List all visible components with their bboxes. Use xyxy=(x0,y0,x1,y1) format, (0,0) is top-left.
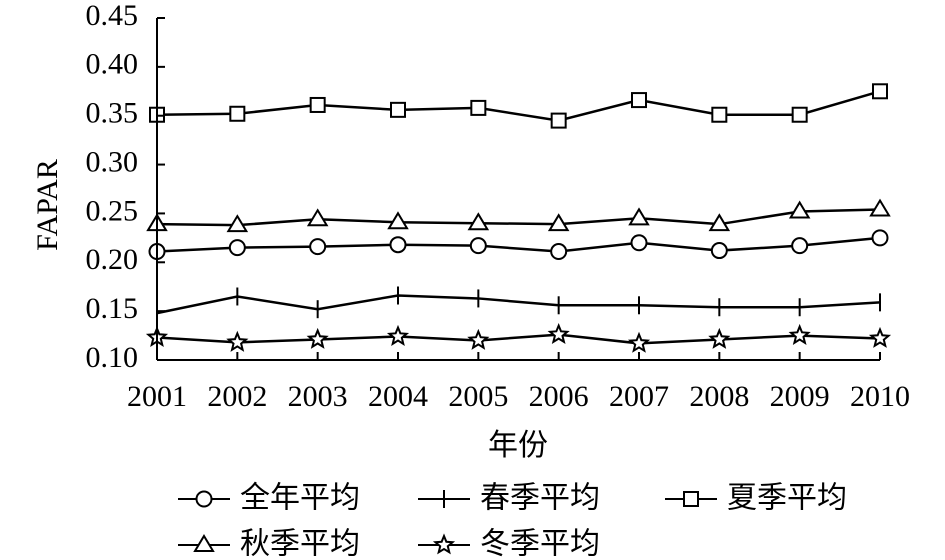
data-point xyxy=(788,323,811,345)
y-tick-label: 0.20 xyxy=(86,243,139,276)
data-point xyxy=(868,326,892,348)
data-point xyxy=(467,212,490,231)
data-point xyxy=(627,331,651,353)
x-tick-label: 2005 xyxy=(448,380,508,413)
series-3 xyxy=(149,83,888,129)
data-point xyxy=(306,208,329,227)
x-tick-label: 2006 xyxy=(529,380,589,413)
data-point xyxy=(229,105,246,122)
data-point xyxy=(469,237,487,255)
y-tick-label: 0.30 xyxy=(86,145,139,178)
legend-marker xyxy=(683,491,699,507)
legend-item: 秋季平均 xyxy=(178,527,360,560)
series-line xyxy=(156,236,881,253)
x-tick-label: 2002 xyxy=(207,380,267,413)
series-line xyxy=(156,90,881,122)
data-point xyxy=(550,112,567,129)
y-tick-label: 0.35 xyxy=(86,97,139,130)
data-point xyxy=(389,236,407,254)
data-point xyxy=(550,243,568,261)
plot-area xyxy=(145,83,892,353)
legend-item: 冬季平均 xyxy=(418,527,600,560)
data-point xyxy=(306,327,329,349)
x-axis-title: 年份 xyxy=(488,429,548,462)
x-tick-label: 2009 xyxy=(770,380,830,413)
x-tick-label: 2003 xyxy=(288,380,348,413)
data-point xyxy=(710,242,728,260)
series-1 xyxy=(148,229,889,261)
data-point xyxy=(791,106,808,123)
data-point xyxy=(630,234,648,252)
data-point xyxy=(871,229,889,247)
legend-label: 冬季平均 xyxy=(480,527,600,560)
data-point xyxy=(628,207,650,226)
data-point xyxy=(547,213,570,232)
data-point xyxy=(309,238,327,256)
series-4 xyxy=(146,198,891,233)
data-point xyxy=(708,327,731,349)
legend-item: 全年平均 xyxy=(178,481,360,516)
x-axis: 2001 2002 2003 2004 2005 2006 2007 2008 2009 2010 xyxy=(127,352,910,413)
legend-marker xyxy=(193,534,215,552)
data-point xyxy=(788,200,811,219)
legend-label: 秋季平均 xyxy=(240,527,360,560)
x-tick-label: 2008 xyxy=(689,380,749,413)
data-point xyxy=(869,198,891,217)
data-point xyxy=(708,213,731,232)
data-point xyxy=(387,211,409,230)
legend-label: 春季平均 xyxy=(480,481,600,516)
y-tick-label: 0.15 xyxy=(86,292,139,325)
series-5 xyxy=(145,322,892,353)
data-point xyxy=(309,96,326,113)
legend-label: 夏季平均 xyxy=(727,481,847,516)
legend-item: 春季平均 xyxy=(418,481,600,516)
data-point xyxy=(711,106,728,123)
data-point xyxy=(547,322,570,345)
data-point xyxy=(791,237,809,255)
legend-item: 夏季平均 xyxy=(665,481,847,516)
data-point xyxy=(470,99,487,116)
data-point xyxy=(386,324,410,346)
data-point xyxy=(390,101,406,118)
legend-marker xyxy=(195,490,213,508)
data-point xyxy=(226,214,249,233)
legend-label: 全年平均 xyxy=(240,481,360,516)
legend-marker xyxy=(432,533,456,555)
x-tick-label: 2010 xyxy=(850,380,910,413)
data-point xyxy=(467,328,490,350)
x-tick-label: 2007 xyxy=(609,380,669,413)
y-tick-label: 0.10 xyxy=(86,341,139,374)
y-tick-label: 0.40 xyxy=(86,48,139,81)
x-tick-label: 2001 xyxy=(127,380,187,413)
y-axis: 0.10 0.15 0.20 0.25 0.30 0.35 0.40 0.45 xyxy=(86,0,165,374)
data-point xyxy=(228,239,246,257)
y-axis-title: FAPAR xyxy=(31,159,64,251)
y-tick-label: 0.45 xyxy=(86,0,139,32)
x-tick-label: 2004 xyxy=(368,380,428,413)
data-point xyxy=(872,83,888,100)
data-point xyxy=(631,92,647,109)
series-2 xyxy=(156,286,881,323)
data-point xyxy=(226,330,249,352)
y-tick-label: 0.25 xyxy=(86,194,139,227)
series-line xyxy=(156,333,881,345)
series-line xyxy=(156,294,881,315)
series-line xyxy=(156,208,881,227)
